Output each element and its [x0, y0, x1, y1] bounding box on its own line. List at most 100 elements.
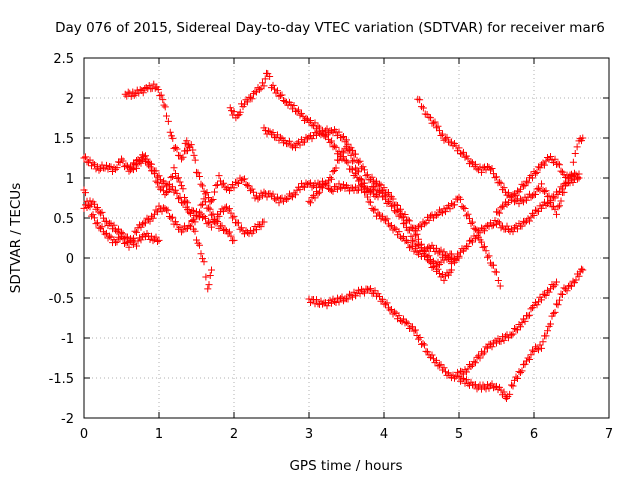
data-point — [428, 241, 436, 249]
data-point — [520, 198, 527, 206]
data-point — [314, 179, 322, 187]
data-point — [173, 189, 181, 197]
data-point — [128, 164, 136, 172]
data-point — [325, 135, 332, 143]
data-point — [395, 312, 403, 320]
data-point — [407, 232, 415, 240]
data-point — [112, 165, 119, 173]
data-point — [224, 183, 232, 191]
data-point — [410, 327, 418, 335]
data-point — [137, 236, 145, 244]
data-point — [376, 292, 383, 300]
data-point — [164, 206, 172, 214]
data-point — [247, 187, 254, 195]
y-axis-label: SDTVAR / TECUs — [8, 183, 24, 293]
data-point — [133, 156, 140, 164]
data-point — [224, 206, 232, 214]
data-point — [100, 214, 107, 222]
data-point — [425, 216, 433, 224]
y-tick-label: 2 — [66, 92, 74, 107]
data-point — [173, 175, 181, 183]
data-point — [275, 136, 283, 144]
data-point — [146, 217, 154, 225]
data-point — [362, 172, 370, 180]
data-point — [203, 220, 211, 228]
data-point — [388, 202, 395, 210]
data-point — [557, 167, 565, 175]
data-point — [256, 193, 263, 201]
data-point — [136, 86, 144, 94]
data-point — [527, 351, 535, 359]
data-point — [349, 165, 356, 173]
data-point — [355, 168, 362, 176]
data-point — [215, 212, 223, 220]
data-point — [538, 180, 545, 188]
data-point — [398, 210, 406, 218]
data-point — [464, 210, 472, 218]
data-point — [335, 298, 343, 306]
data-point — [241, 175, 248, 183]
data-point — [544, 200, 551, 208]
data-point — [466, 215, 473, 223]
data-point — [539, 186, 547, 194]
data-point — [539, 338, 547, 346]
data-point — [544, 286, 551, 294]
data-point — [481, 348, 488, 356]
x-tick-label: 1 — [155, 427, 163, 442]
data-point — [457, 149, 464, 157]
data-point — [313, 296, 320, 304]
data-point — [331, 142, 338, 150]
data-point — [200, 195, 208, 203]
data-point — [188, 217, 196, 225]
data-point — [485, 252, 493, 260]
data-point — [307, 298, 314, 306]
data-point — [512, 192, 520, 200]
data-point — [518, 367, 526, 375]
data-point — [185, 222, 193, 230]
data-point — [524, 312, 532, 320]
data-point — [430, 119, 437, 127]
data-point — [442, 368, 449, 376]
data-point — [418, 240, 425, 248]
data-point — [287, 101, 295, 109]
data-point — [235, 180, 242, 188]
data-point — [517, 323, 524, 331]
data-point — [295, 106, 302, 114]
data-point — [106, 232, 113, 240]
data-point — [497, 224, 505, 232]
data-point — [416, 334, 424, 342]
data-point — [166, 128, 174, 136]
y-tick-label: 1.5 — [53, 132, 74, 147]
data-point — [463, 376, 470, 384]
data-point — [385, 189, 392, 197]
data-point — [448, 260, 455, 268]
data-point — [554, 203, 562, 211]
data-point — [175, 195, 182, 203]
data-point — [115, 158, 122, 166]
data-point — [403, 318, 410, 326]
data-point — [164, 117, 172, 125]
x-axis-label: GPS time / hours — [289, 458, 402, 474]
data-point — [159, 96, 167, 104]
data-point — [415, 235, 422, 243]
data-point — [167, 173, 175, 181]
y-tick-label: -1 — [61, 332, 74, 347]
data-point — [119, 234, 127, 242]
data-point — [370, 206, 377, 214]
data-point — [382, 216, 389, 224]
data-point — [112, 226, 119, 234]
data-point — [191, 227, 199, 235]
data-point — [391, 224, 398, 232]
data-point — [202, 273, 210, 281]
data-point — [529, 346, 536, 354]
data-point — [152, 233, 160, 241]
data-point — [170, 144, 178, 152]
data-point — [361, 179, 368, 187]
data-point — [229, 214, 236, 222]
data-point — [88, 162, 95, 170]
data-point — [83, 197, 91, 205]
data-point — [439, 209, 446, 217]
data-point — [334, 294, 341, 302]
data-point — [220, 207, 227, 215]
data-point — [287, 192, 295, 200]
